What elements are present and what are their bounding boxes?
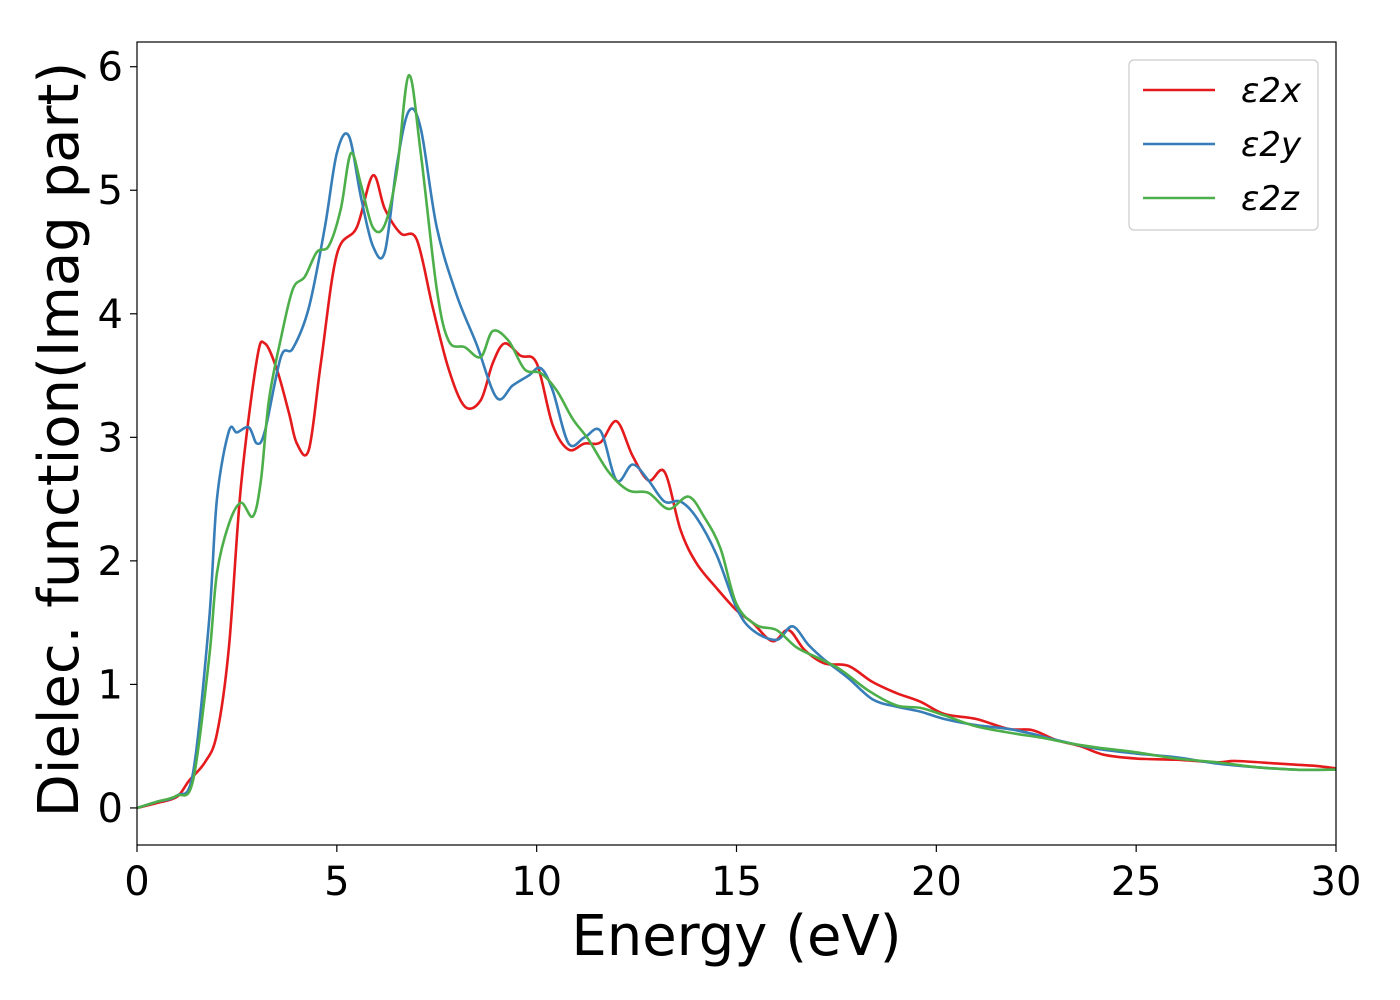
x-axis-title: Energy (eV): [571, 904, 901, 969]
legend-box: [1128, 59, 1319, 231]
x-tick-label: 30: [1311, 859, 1362, 905]
x-tick-label: 20: [911, 859, 962, 905]
legend: ε2x ε2y ε2z: [1128, 59, 1319, 231]
legend-label: ε2z: [1241, 179, 1300, 219]
y-tick-label: 2: [98, 539, 123, 585]
series-layer: [137, 74, 1336, 810]
series-line-2: [137, 107, 1336, 810]
x-tick-label: 5: [324, 859, 349, 905]
legend-label: ε2x: [1241, 71, 1302, 111]
legend-label: ε2y: [1241, 125, 1302, 165]
x-axis: 0 5 10 15 20 25 30: [124, 845, 1361, 905]
y-tick-label: 0: [98, 786, 123, 832]
x-tick-label: 0: [124, 859, 149, 905]
y-tick-label: 1: [98, 662, 123, 708]
series-line-1: [137, 174, 1336, 810]
y-tick-label: 6: [98, 45, 123, 91]
y-axis: 0 1 2 3 4 5 6: [98, 45, 137, 832]
y-tick-label: 5: [98, 168, 123, 214]
series-line-3: [137, 74, 1336, 810]
y-axis-title: Dielec. function(Imag part): [27, 62, 92, 818]
y-tick-label: 3: [98, 415, 123, 461]
x-tick-label: 10: [511, 859, 562, 905]
y-tick-label: 4: [98, 292, 123, 338]
x-tick-label: 15: [711, 859, 762, 905]
x-tick-label: 25: [1111, 859, 1162, 905]
